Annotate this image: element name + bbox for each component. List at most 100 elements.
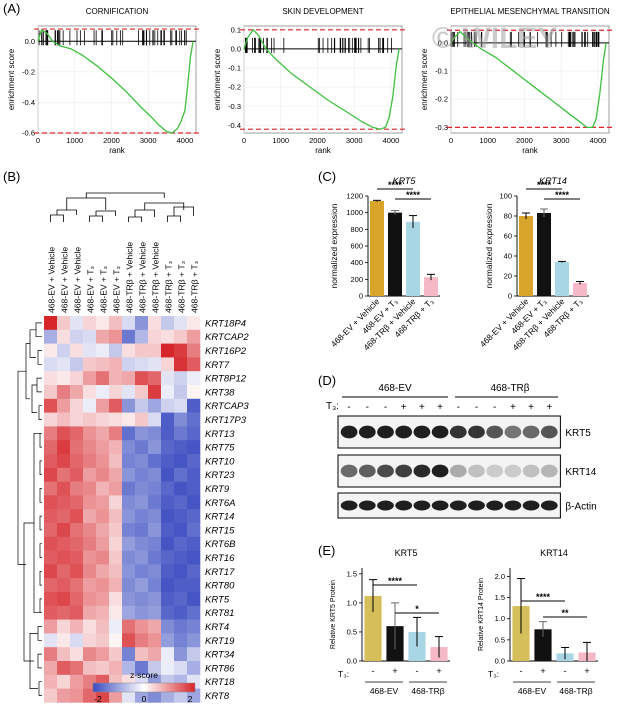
heatmap-cell bbox=[135, 495, 149, 510]
gsea-x-tick: 1000 bbox=[272, 136, 289, 145]
blot-t3-sign: - bbox=[347, 402, 350, 413]
y-tick-label: 60 bbox=[504, 232, 512, 241]
heatmap-cell bbox=[148, 316, 162, 331]
heatmap-cell bbox=[109, 578, 123, 593]
heatmap-cell bbox=[135, 481, 149, 496]
heatmap-cell bbox=[161, 523, 175, 538]
bar bbox=[518, 216, 534, 296]
heatmap-cell bbox=[96, 385, 110, 400]
blot-band bbox=[468, 464, 485, 478]
heatmap-cell bbox=[44, 316, 58, 331]
heatmap-cell bbox=[122, 578, 136, 593]
heatmap-cell bbox=[70, 329, 84, 344]
heatmap-cell bbox=[44, 605, 58, 620]
heatmap-cell bbox=[44, 523, 58, 538]
heatmap-cell bbox=[135, 647, 149, 662]
heatmap-cell bbox=[135, 578, 149, 593]
blot-band bbox=[449, 425, 467, 439]
blot-band bbox=[431, 500, 449, 511]
heatmap-cell bbox=[57, 619, 71, 634]
heatmap-cell bbox=[96, 481, 110, 496]
heatmap-column-label: 468-TRβ + Vehicle bbox=[151, 242, 161, 313]
heatmap-row-label: KRT34 bbox=[205, 650, 234, 661]
heatmap-cell bbox=[161, 592, 175, 607]
blot-band bbox=[504, 464, 522, 478]
heatmap-cell bbox=[174, 509, 188, 524]
heatmap-row-label: KRT23 bbox=[205, 470, 235, 481]
heatmap-cell bbox=[109, 329, 123, 344]
heatmap-cell bbox=[174, 619, 188, 634]
heatmap-cell bbox=[70, 481, 84, 496]
blot-band bbox=[504, 425, 522, 439]
heatmap-cell bbox=[57, 536, 71, 551]
protein-t3-label: T₃: bbox=[488, 669, 499, 679]
heatmap-cell bbox=[174, 412, 188, 427]
heatmap-row-label: KRT7 bbox=[205, 360, 230, 371]
blot-band bbox=[377, 425, 394, 439]
heatmap-cell bbox=[174, 454, 188, 469]
y-tick-label: 0.0 bbox=[347, 657, 357, 666]
blot-t3-label: T₃: bbox=[326, 401, 339, 412]
heatmap-cell bbox=[122, 647, 136, 662]
bar-chart-title: KRT14 bbox=[540, 548, 568, 558]
gsea-y-tick: -0.3 bbox=[228, 102, 241, 111]
bar bbox=[572, 283, 588, 296]
heatmap-cell bbox=[187, 371, 201, 386]
heatmap-cell bbox=[83, 509, 97, 524]
bar bbox=[534, 629, 552, 661]
heatmap-cell bbox=[44, 371, 58, 386]
heatmap-cell bbox=[187, 536, 201, 551]
heatmap-cell bbox=[44, 412, 58, 427]
heatmap-cell bbox=[96, 316, 110, 331]
gsea-y-tick: -0.4 bbox=[228, 121, 241, 130]
blot-band bbox=[449, 464, 467, 478]
blot-band bbox=[522, 464, 540, 478]
heatmap-cell bbox=[57, 661, 71, 676]
colorbar-label: z-score bbox=[130, 670, 158, 680]
y-axis-label: Relative KRT14 Protein bbox=[478, 578, 485, 651]
heatmap-cell bbox=[174, 592, 188, 607]
dendrogram-branch bbox=[39, 515, 42, 531]
heatmap-column-label: 468-TRβ + T₃ bbox=[177, 260, 187, 313]
heatmap-cell bbox=[135, 619, 149, 634]
gsea-x-label: rank bbox=[109, 146, 126, 155]
blot-band bbox=[486, 464, 504, 478]
heatmap-cell bbox=[57, 674, 71, 689]
blot-band bbox=[540, 425, 558, 439]
heatmap-cell bbox=[96, 647, 110, 662]
heatmap-row-label: KRTCAP2 bbox=[205, 332, 249, 343]
heatmap-cell bbox=[96, 371, 110, 386]
heatmap-cell bbox=[57, 688, 71, 703]
heatmap-cell bbox=[96, 661, 110, 676]
heatmap-column-label: 468-TRβ + T₃ bbox=[190, 260, 200, 313]
heatmap-cell bbox=[57, 523, 71, 538]
heatmap-row-label: KRT81 bbox=[205, 608, 234, 619]
heatmap-cell bbox=[161, 578, 175, 593]
blot-band bbox=[340, 500, 358, 511]
protein-t3-sign: + bbox=[584, 666, 589, 676]
blot-band-label: β-Actin bbox=[565, 502, 596, 513]
blot-t3-sign: + bbox=[528, 402, 534, 413]
blot-t3-sign: + bbox=[401, 402, 407, 413]
blot-band bbox=[377, 464, 394, 478]
heatmap-cell bbox=[187, 550, 201, 565]
dendrogram-branch bbox=[33, 432, 40, 614]
blot-band bbox=[358, 500, 376, 511]
heatmap-cell bbox=[44, 592, 58, 607]
heatmap-cell bbox=[70, 385, 84, 400]
heatmap-cell bbox=[70, 523, 84, 538]
heatmap-cell bbox=[161, 564, 175, 579]
heatmap-cell bbox=[70, 633, 84, 648]
heatmap-cell bbox=[174, 647, 188, 662]
panel-b-heatmap: 468-EV + Vehicle 468-EV + Vehicle 468-EV +… bbox=[17, 192, 249, 704]
heatmap-cell bbox=[161, 329, 175, 344]
dendrogram-branch bbox=[85, 192, 165, 198]
heatmap-cell bbox=[96, 426, 110, 441]
gsea-plot-3: EPITHELIAL MESENCHYMAL TRANSITION 0 1000 20… bbox=[420, 7, 613, 155]
heatmap-cell bbox=[161, 633, 175, 648]
blot-band bbox=[395, 500, 413, 511]
heatmap-cell bbox=[161, 398, 175, 413]
heatmap-cell bbox=[122, 564, 136, 579]
protein-group-label: 468-EV bbox=[370, 686, 399, 696]
heatmap-column-label: 468-EV + Vehicle bbox=[47, 247, 57, 313]
